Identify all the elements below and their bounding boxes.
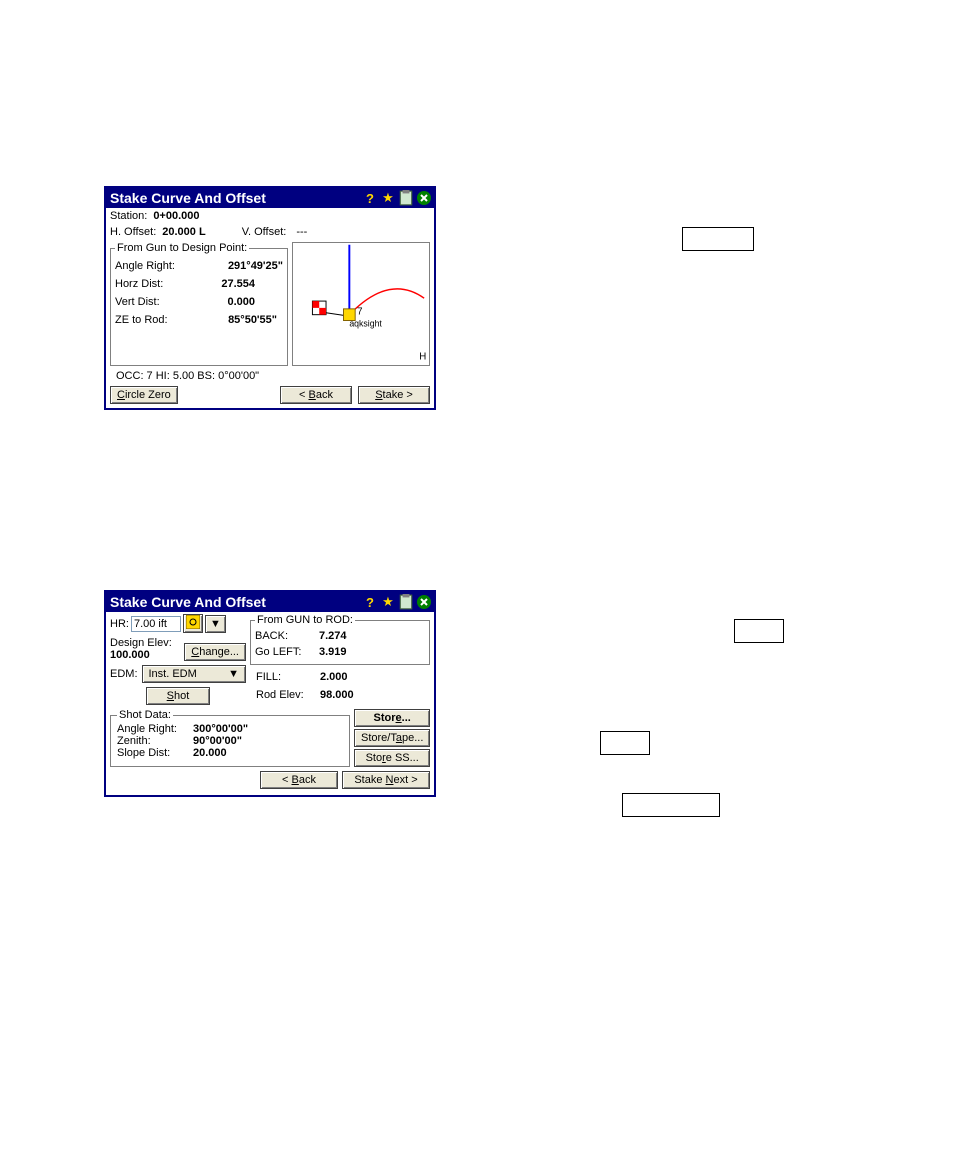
back-label: BACK: (255, 630, 311, 642)
stake-button[interactable]: Stake > (358, 386, 430, 404)
circle-zero-button[interactable]: CCircle Zeroircle Zero (110, 386, 178, 404)
store-tape-button[interactable]: Store/Tape... (354, 729, 430, 747)
hoffset-value: 20.000 L (162, 226, 205, 238)
voffset-label: V. Offset: (242, 226, 287, 238)
titlebar: Stake Curve And Offset ? ★ (106, 592, 434, 612)
vert-dist-label: Vert Dist: (115, 296, 160, 308)
window-title: Stake Curve And Offset (108, 594, 362, 610)
angle-right-value: 291°49'25" (228, 260, 283, 272)
svg-text:aqksight: aqksight (349, 318, 382, 328)
edm-label: EDM: (110, 668, 138, 680)
goleft-value: 3.919 (319, 646, 347, 658)
sd-slope-label: Slope Dist: (117, 747, 189, 759)
star-icon[interactable]: ★ (380, 594, 396, 610)
rodelev-label: Rod Elev: (256, 689, 312, 701)
chevron-down-icon: ▼ (228, 668, 239, 680)
stake-curve-dialog-1: Stake Curve And Offset ? ★ Station: 0+00… (104, 186, 436, 410)
stake-curve-dialog-2: Stake Curve And Offset ? ★ HR: (104, 590, 436, 797)
design-elev-value: 100.000 (110, 649, 172, 661)
help-icon[interactable]: ? (362, 190, 378, 206)
store-ss-button[interactable]: Store SS... (354, 749, 430, 767)
back-button[interactable]: < Back (280, 386, 352, 404)
station-label: Station: (110, 210, 147, 222)
vert-dist-value: 0.000 (227, 296, 255, 308)
shot-data-legend: Shot Data: (117, 709, 173, 721)
sd-slope-value: 20.000 (193, 747, 227, 759)
hr-dropdown-button[interactable]: ▼ (205, 615, 226, 633)
fill-value: 2.000 (320, 671, 348, 683)
clipboard-icon[interactable] (398, 594, 414, 610)
gun-to-rod-legend: From GUN to ROD: (255, 614, 355, 626)
hr-target-button[interactable] (183, 614, 203, 633)
ze-rod-value: 85°50'55" (228, 314, 277, 326)
sd-zenith-value: 90°00'00" (193, 735, 242, 747)
shot-data-group: Shot Data: Angle Right: 300°00'00" Zenit… (110, 709, 350, 767)
edm-value: Inst. EDM (149, 668, 197, 680)
hoffset-label: H. Offset: (110, 226, 156, 238)
hr-label: HR: (110, 618, 129, 630)
map-svg: 7 aqksight H (293, 243, 429, 365)
hr-input[interactable] (131, 616, 181, 632)
star-icon[interactable]: ★ (380, 190, 396, 206)
edm-dropdown[interactable]: Inst. EDM ▼ (142, 665, 247, 683)
annotation-box (600, 731, 650, 755)
voffset-value: --- (296, 226, 307, 238)
close-icon[interactable] (416, 190, 432, 206)
store-button[interactable]: Store... (354, 709, 430, 727)
gun-to-design-legend: From Gun to Design Point: (115, 242, 249, 254)
annotation-box (622, 793, 720, 817)
sd-zenith-label: Zenith: (117, 735, 189, 747)
change-button[interactable]: Change... (184, 643, 246, 661)
occ-line: OCC: 7 HI: 5.00 BS: 0°00'00" (116, 370, 430, 382)
sd-angle-value: 300°00'00" (193, 723, 248, 735)
shot-button[interactable]: Shot (146, 687, 210, 705)
rodelev-value: 98.000 (320, 689, 354, 701)
ze-rod-label: ZE to Rod: (115, 314, 168, 326)
horz-dist-label: Horz Dist: (115, 278, 163, 290)
horz-dist-value: 27.554 (221, 278, 255, 290)
window-title: Stake Curve And Offset (108, 190, 362, 206)
sd-angle-label: Angle Right: (117, 723, 189, 735)
map-view[interactable]: 7 aqksight H (292, 242, 430, 366)
fill-label: FILL: (256, 671, 312, 683)
help-icon[interactable]: ? (362, 594, 378, 610)
angle-right-label: Angle Right: (115, 260, 175, 272)
titlebar: Stake Curve And Offset ? ★ (106, 188, 434, 208)
titlebar-icons: ? ★ (362, 594, 432, 610)
station-value: 0+00.000 (153, 210, 199, 222)
svg-text:7: 7 (357, 307, 362, 318)
gun-to-rod-group: From GUN to ROD: BACK: 7.274 Go LEFT: 3.… (250, 614, 430, 665)
back-button[interactable]: < Back (260, 771, 338, 789)
close-icon[interactable] (416, 594, 432, 610)
clipboard-icon[interactable] (398, 190, 414, 206)
design-elev-label: Design Elev: (110, 637, 172, 649)
svg-text:H: H (419, 351, 426, 362)
stake-next-button[interactable]: Stake Next > (342, 771, 430, 789)
back-value: 7.274 (319, 630, 347, 642)
gun-to-design-group: From Gun to Design Point: Angle Right: 2… (110, 242, 288, 366)
annotation-box (682, 227, 754, 251)
annotation-box (734, 619, 784, 643)
titlebar-icons: ? ★ (362, 190, 432, 206)
goleft-label: Go LEFT: (255, 646, 311, 658)
